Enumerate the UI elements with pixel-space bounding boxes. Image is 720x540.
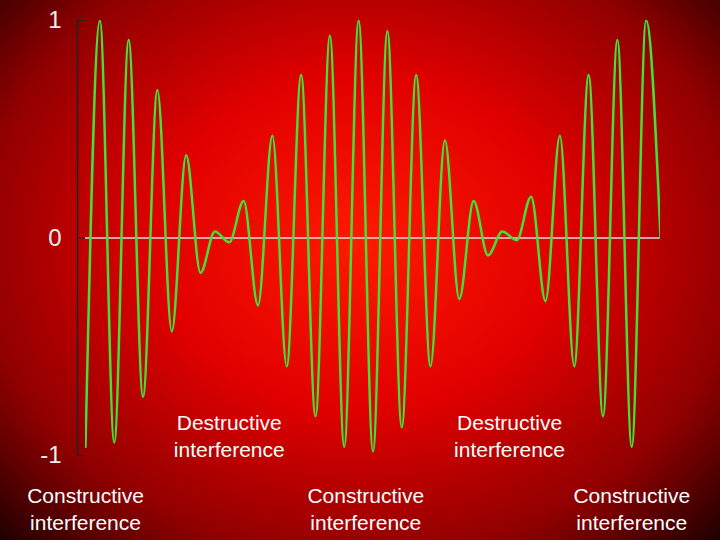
svg-text:Constructiveinterference: Constructiveinterference [27, 484, 144, 534]
svg-text:Destructiveinterference: Destructiveinterference [454, 411, 565, 461]
svg-text:Constructiveinterference: Constructiveinterference [573, 484, 690, 534]
svg-text:1: 1 [48, 6, 61, 33]
svg-text:Destructiveinterference: Destructiveinterference [174, 411, 285, 461]
svg-text:-1: -1 [40, 441, 61, 468]
svg-text:Constructiveinterference: Constructiveinterference [307, 484, 424, 534]
svg-text:0: 0 [48, 224, 61, 251]
